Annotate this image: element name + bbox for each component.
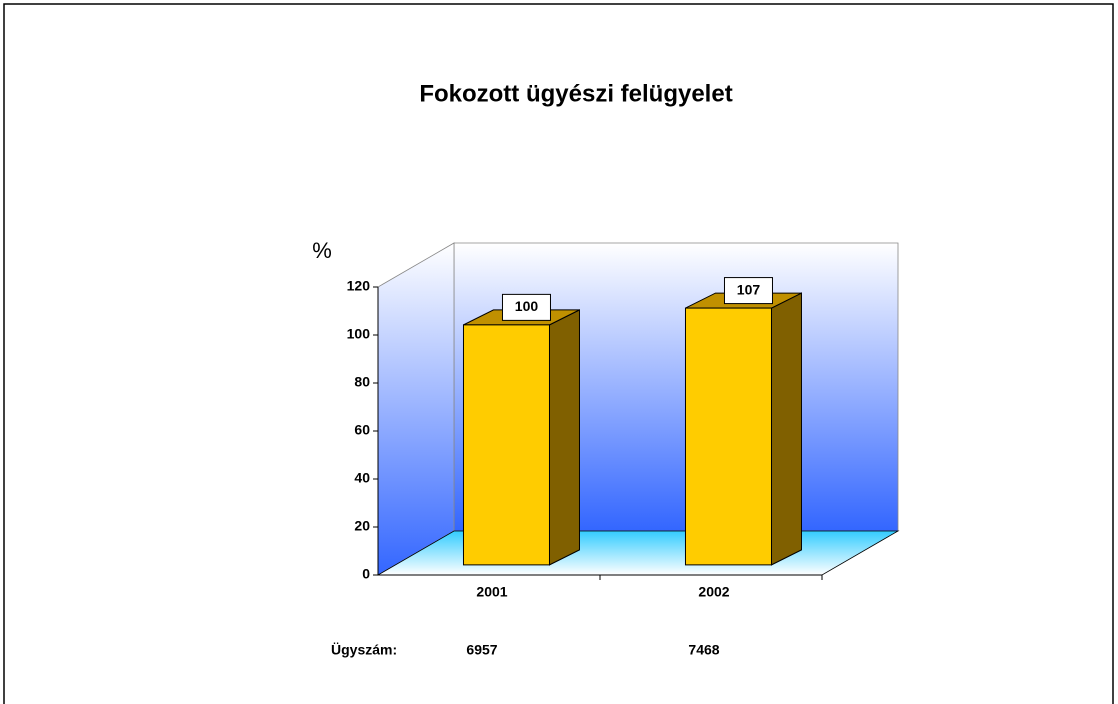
value-label-box: [723, 277, 773, 305]
side-wall: [377, 242, 455, 576]
bar-side: [548, 309, 580, 566]
chart-title: Fokozott ügyészi felügyelet: [419, 80, 732, 107]
value-label: 107: [737, 281, 761, 297]
frame: [3, 3, 1114, 704]
value-label-box: [501, 293, 551, 321]
floor: [376, 530, 900, 576]
y-tick-label: 0: [362, 566, 370, 582]
y-tick-label: 40: [354, 470, 370, 486]
y-axis-label: %: [312, 238, 332, 263]
x-tick-label: 2001: [476, 584, 507, 600]
y-tick-label: 60: [354, 422, 370, 438]
y-tick-label: 80: [354, 374, 370, 390]
y-tick-label: 120: [347, 278, 371, 294]
x-tick-label: 2002: [698, 584, 729, 600]
value-label: 100: [515, 298, 539, 314]
bar: [684, 307, 772, 566]
bar: [462, 324, 550, 566]
y-tick-label: 100: [347, 326, 371, 342]
case-count: 7468: [688, 642, 719, 658]
case-count-label: Ügyszám:: [331, 642, 397, 658]
case-count: 6957: [466, 642, 497, 658]
y-tick-label: 20: [354, 518, 370, 534]
bar-side: [770, 292, 802, 566]
